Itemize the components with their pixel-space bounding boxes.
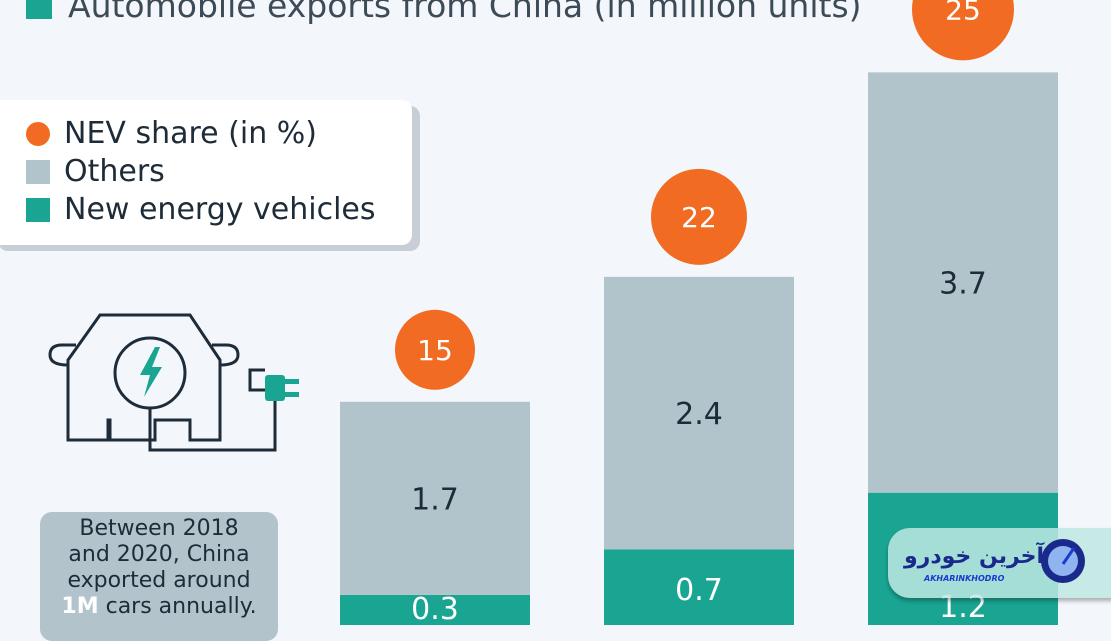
speedometer-gear-icon	[1041, 539, 1085, 583]
legend-item-nev-share: NEV share (in %)	[26, 116, 317, 151]
data-label: 0.3	[411, 592, 459, 625]
data-label: 0.7	[675, 573, 723, 608]
bar-nev	[340, 594, 530, 625]
legend-label: Others	[64, 154, 165, 189]
note-line: 1M cars annually.	[40, 594, 278, 620]
note-text: cars annually.	[98, 594, 257, 619]
nev-share-marker	[395, 309, 475, 390]
note-line: Between 2018	[79, 516, 239, 541]
watermark-text: آخرین خودرو	[904, 544, 1045, 569]
legend-item-nev: New energy vehicles	[26, 192, 376, 227]
bar-nev	[604, 549, 794, 625]
bar-others	[604, 276, 794, 550]
nev-share-label: 25	[945, 0, 981, 26]
title-marker	[26, 0, 52, 19]
electric-car-icon	[48, 313, 299, 452]
note-highlight: 1M	[61, 594, 99, 619]
note-line: and 2020, China	[68, 542, 250, 567]
legend-swatch	[26, 159, 50, 184]
bar-others	[340, 401, 530, 595]
data-label: 3.7	[939, 267, 987, 302]
data-label: 1.7	[411, 482, 459, 517]
legend: NEV share (in %) Others New energy vehic…	[0, 100, 412, 245]
watermark-logo: آخرین خودرو AKHARINKHODRO	[888, 528, 1111, 598]
note-line: exported around	[67, 568, 251, 593]
nev-share-label: 15	[417, 334, 453, 367]
bar-others	[868, 72, 1058, 493]
legend-label: New energy vehicles	[64, 192, 376, 227]
info-note: Between 2018 and 2020, China exported ar…	[40, 512, 278, 641]
nev-share-marker	[912, 0, 1014, 61]
legend-swatch	[26, 197, 50, 222]
chart-title: Automobile exports from China (in millio…	[26, 0, 862, 25]
legend-swatch	[26, 121, 50, 146]
data-label: 2.4	[675, 397, 723, 432]
chart-title-text: Automobile exports from China (in millio…	[68, 0, 862, 25]
legend-label: NEV share (in %)	[64, 116, 317, 151]
legend-item-others: Others	[26, 154, 165, 189]
nev-share-marker	[651, 168, 747, 265]
nev-share-label: 22	[681, 201, 717, 234]
watermark-subtext: AKHARINKHODRO	[924, 574, 1005, 583]
